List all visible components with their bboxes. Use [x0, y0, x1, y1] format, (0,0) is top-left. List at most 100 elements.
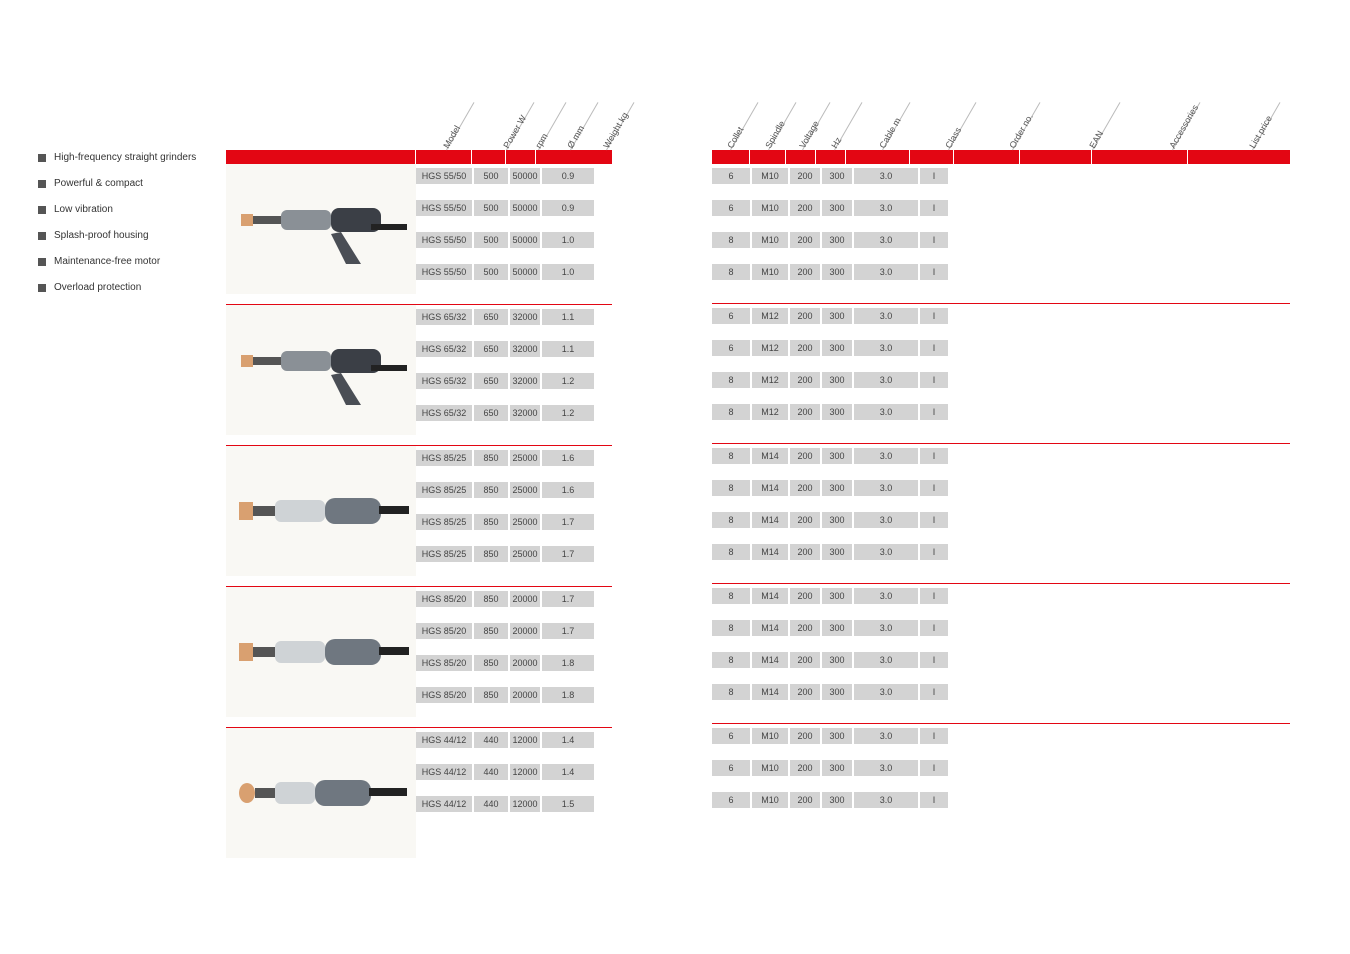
- product-block: HGS 55/50500500000.9HGS 55/50500500000.9…: [226, 164, 612, 305]
- spec-row: HGS 65/32650320001.1: [416, 341, 612, 357]
- spec-cell: 1.4: [542, 732, 594, 748]
- spec-cell: 3.0: [854, 372, 918, 388]
- spec-cell: 850: [474, 514, 508, 530]
- spec-cell: 200: [790, 308, 820, 324]
- spec-cell: 200: [790, 652, 820, 668]
- row-tail: [950, 232, 1290, 248]
- spec-cell: 3.0: [854, 232, 918, 248]
- right-column: Collet Spindle Voltage Hz Cable m Class …: [712, 150, 1290, 868]
- spec-cell: 3.0: [854, 480, 918, 496]
- spec-cell: 3.0: [854, 728, 918, 744]
- spec-cell: 200: [790, 480, 820, 496]
- spec-cell: 300: [822, 200, 852, 216]
- spec-cell: M10: [752, 232, 788, 248]
- left-column: Model Power W rpm Ø mm Weight kg HGS 55/…: [226, 150, 612, 868]
- spec-row: 8M122003003.0I: [712, 372, 1290, 388]
- spec-cell: 1.6: [542, 482, 594, 498]
- col-header: EAN: [1087, 129, 1105, 150]
- spec-row: HGS 44/12440120001.4: [416, 732, 612, 748]
- spec-cell: 3.0: [854, 652, 918, 668]
- spec-cell: HGS 44/12: [416, 796, 472, 812]
- spec-cell: 6: [712, 792, 750, 808]
- spec-cell: 50000: [510, 264, 540, 280]
- spec-cell: 1.1: [542, 309, 594, 325]
- spec-cell: 850: [474, 687, 508, 703]
- spec-cell: 500: [474, 200, 508, 216]
- spec-cell: 850: [474, 450, 508, 466]
- row-tail: [950, 340, 1290, 356]
- bullet-icon: [38, 206, 46, 214]
- spec-cell: 12000: [510, 764, 540, 780]
- col-header: Power W: [501, 113, 528, 150]
- spec-cell: HGS 85/20: [416, 687, 472, 703]
- spec-cell: M10: [752, 792, 788, 808]
- feature-item: Maintenance-free motor: [38, 256, 208, 268]
- spec-cell: 20000: [510, 655, 540, 671]
- spec-row: 6M102003003.0I: [712, 168, 1290, 184]
- feature-list: High-frequency straight grinders Powerfu…: [38, 152, 208, 308]
- product-image: [226, 728, 416, 858]
- spec-cell: I: [920, 448, 948, 464]
- spec-cell: 8: [712, 652, 750, 668]
- spec-cell: I: [920, 232, 948, 248]
- spec-row: 6M102003003.0I: [712, 760, 1290, 776]
- spec-cell: 6: [712, 340, 750, 356]
- spec-cell: 300: [822, 264, 852, 280]
- row-tail: [950, 308, 1290, 324]
- spec-row: 8M142003003.0I: [712, 448, 1290, 464]
- spec-cell: 850: [474, 623, 508, 639]
- row-tail: [950, 168, 1290, 184]
- spec-cell: 1.7: [542, 623, 594, 639]
- spec-cell: I: [920, 340, 948, 356]
- spec-cell: 300: [822, 684, 852, 700]
- spec-cell: 500: [474, 264, 508, 280]
- spec-cell: 300: [822, 308, 852, 324]
- col-header: Spindle: [763, 119, 787, 150]
- spec-cell: 500: [474, 232, 508, 248]
- spec-cell: 300: [822, 340, 852, 356]
- feature-text: Overload protection: [54, 282, 141, 294]
- spec-row: HGS 55/50500500000.9: [416, 168, 612, 184]
- spec-block-right: 8M142003003.0I8M142003003.0I8M142003003.…: [712, 444, 1290, 584]
- spec-block-right: 6M122003003.0I6M122003003.0I8M122003003.…: [712, 304, 1290, 444]
- spec-cell: 50000: [510, 200, 540, 216]
- spec-cell: HGS 85/25: [416, 514, 472, 530]
- spec-cell: 8: [712, 480, 750, 496]
- spec-cell: 3.0: [854, 544, 918, 560]
- spec-cell: 1.2: [542, 373, 594, 389]
- spec-cell: 650: [474, 373, 508, 389]
- spec-cell: I: [920, 792, 948, 808]
- feature-item: Powerful & compact: [38, 178, 208, 190]
- spec-row: HGS 65/32650320001.2: [416, 373, 612, 389]
- spec-cell: 200: [790, 232, 820, 248]
- spec-cell: 200: [790, 544, 820, 560]
- bullet-icon: [38, 154, 46, 162]
- spec-block-right: 6M102003003.0I6M102003003.0I8M102003003.…: [712, 164, 1290, 304]
- product-image: [226, 446, 416, 576]
- spec-cell: 200: [790, 448, 820, 464]
- col-header: Weight kg: [601, 110, 630, 150]
- spec-cell: 300: [822, 168, 852, 184]
- spec-cell: 12000: [510, 796, 540, 812]
- spec-cell: HGS 55/50: [416, 264, 472, 280]
- spec-cell: M14: [752, 512, 788, 528]
- spec-cell: 1.8: [542, 687, 594, 703]
- spec-row: HGS 85/20850200001.7: [416, 591, 612, 607]
- spec-cell: 8: [712, 404, 750, 420]
- col-header: Order no.: [1007, 112, 1035, 150]
- feature-text: Splash-proof housing: [54, 230, 149, 242]
- spec-cell: 32000: [510, 309, 540, 325]
- spec-cell: I: [920, 588, 948, 604]
- row-tail: [950, 512, 1290, 528]
- product-rows: HGS 55/50500500000.9HGS 55/50500500000.9…: [416, 164, 612, 294]
- feature-item: Overload protection: [38, 282, 208, 294]
- spec-cell: 0.9: [542, 200, 594, 216]
- spec-cell: 3.0: [854, 588, 918, 604]
- spec-row: 8M142003003.0I: [712, 480, 1290, 496]
- spec-cell: 20000: [510, 687, 540, 703]
- tool-icon: [231, 466, 411, 556]
- tool-icon: [231, 325, 411, 415]
- product-block: HGS 44/12440120001.4HGS 44/12440120001.4…: [226, 728, 612, 868]
- spec-cell: I: [920, 620, 948, 636]
- spec-row: HGS 85/20850200001.8: [416, 655, 612, 671]
